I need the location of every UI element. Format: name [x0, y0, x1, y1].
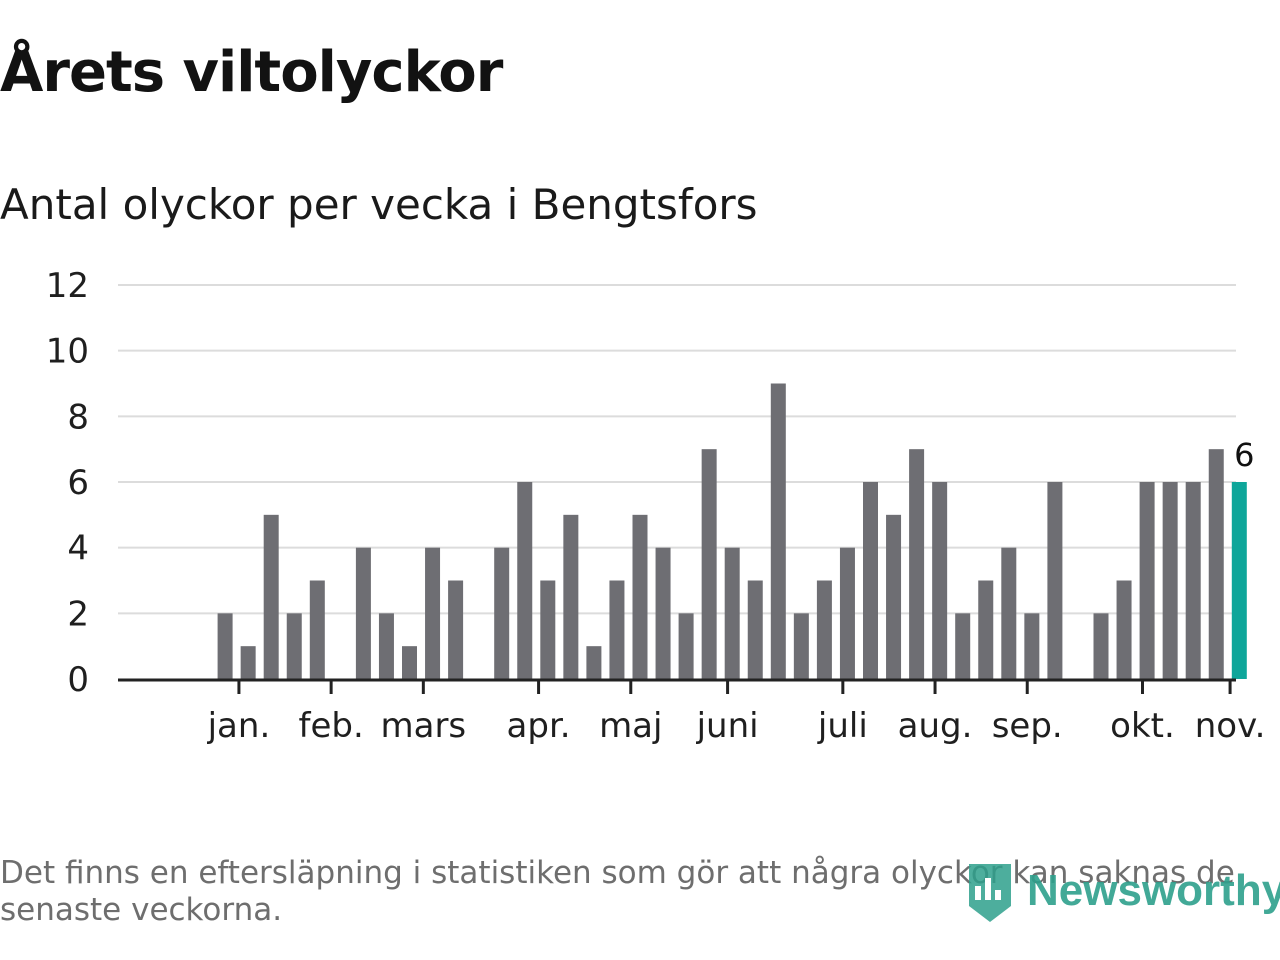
bar-chart-logo-icon	[969, 864, 1011, 922]
x-tick-label: nov.	[1195, 706, 1266, 746]
bar	[402, 646, 417, 679]
bar	[240, 646, 256, 679]
y-tick-label: 10	[46, 332, 89, 372]
bar	[586, 646, 602, 679]
x-axis	[118, 678, 1236, 694]
bar	[632, 514, 648, 679]
bar	[309, 580, 325, 679]
x-tick-label: jan.	[207, 706, 271, 746]
bar	[540, 580, 556, 679]
bar	[1116, 580, 1132, 679]
bar	[286, 613, 302, 679]
x-tick-label: mars	[381, 706, 467, 746]
y-tick-label: 12	[46, 266, 89, 306]
x-tick-label: juli	[817, 706, 868, 746]
bar	[978, 580, 994, 679]
bar	[517, 482, 533, 679]
bar	[747, 580, 763, 679]
bar	[355, 547, 371, 679]
bar	[701, 449, 717, 679]
bar	[425, 547, 441, 679]
y-tick-label: 6	[67, 463, 89, 503]
bar	[793, 613, 809, 679]
bar	[1024, 613, 1040, 679]
bar	[609, 580, 625, 679]
bar	[839, 547, 855, 679]
highlight-value-label: 6	[1234, 436, 1254, 474]
x-tick-label: maj	[599, 706, 662, 746]
bar	[863, 482, 878, 679]
bar	[1093, 613, 1109, 679]
axis-labels: 0 2 4 6 8 10 12 6 jan. feb. mars apr. maj juni juli aug…	[46, 266, 1266, 746]
grid-lines	[118, 284, 1236, 615]
logo-text: Newsworthy	[1027, 866, 1280, 915]
bar	[1162, 482, 1178, 679]
x-tick-label: sep.	[992, 706, 1063, 746]
bar	[816, 580, 832, 679]
y-tick-label: 4	[67, 529, 89, 569]
y-tick-label: 2	[67, 594, 89, 634]
bar	[678, 613, 694, 679]
bar	[494, 547, 510, 679]
bar	[1001, 547, 1017, 679]
bar	[378, 613, 394, 679]
bar	[263, 514, 279, 679]
bar	[955, 613, 971, 679]
y-tick-label: 0	[67, 660, 89, 700]
x-tick-label: okt.	[1110, 706, 1175, 746]
bar	[1208, 449, 1224, 679]
bar	[909, 449, 925, 679]
footnote: Det finns en eftersläpning i statistiken…	[0, 855, 1235, 928]
x-tick-label: apr.	[507, 706, 571, 746]
chart-title: Årets viltolyckor	[0, 40, 503, 105]
bar-chart: 0 2 4 6 8 10 12 6 jan. feb. mars apr. maj juni juli aug…	[46, 266, 1266, 746]
bar-highlight	[1231, 482, 1247, 679]
bars	[217, 383, 1247, 679]
x-tick-label: aug.	[898, 706, 973, 746]
bar	[1185, 482, 1201, 679]
chart-subtitle: Antal olyckor per vecka i Bengtsfors	[0, 180, 758, 229]
bar	[1139, 482, 1155, 679]
bar	[448, 580, 464, 679]
x-tick-label: juni	[696, 706, 759, 746]
y-tick-label: 8	[67, 397, 89, 437]
bar	[724, 547, 740, 679]
newsworthy-logo: Newsworthy	[965, 858, 1280, 924]
bar	[1047, 482, 1063, 679]
bar	[886, 514, 902, 679]
x-tick-label: feb.	[298, 706, 363, 746]
bar	[770, 383, 786, 679]
bar	[563, 514, 579, 679]
bar	[217, 613, 233, 679]
bar	[655, 547, 671, 679]
bar	[932, 482, 948, 679]
